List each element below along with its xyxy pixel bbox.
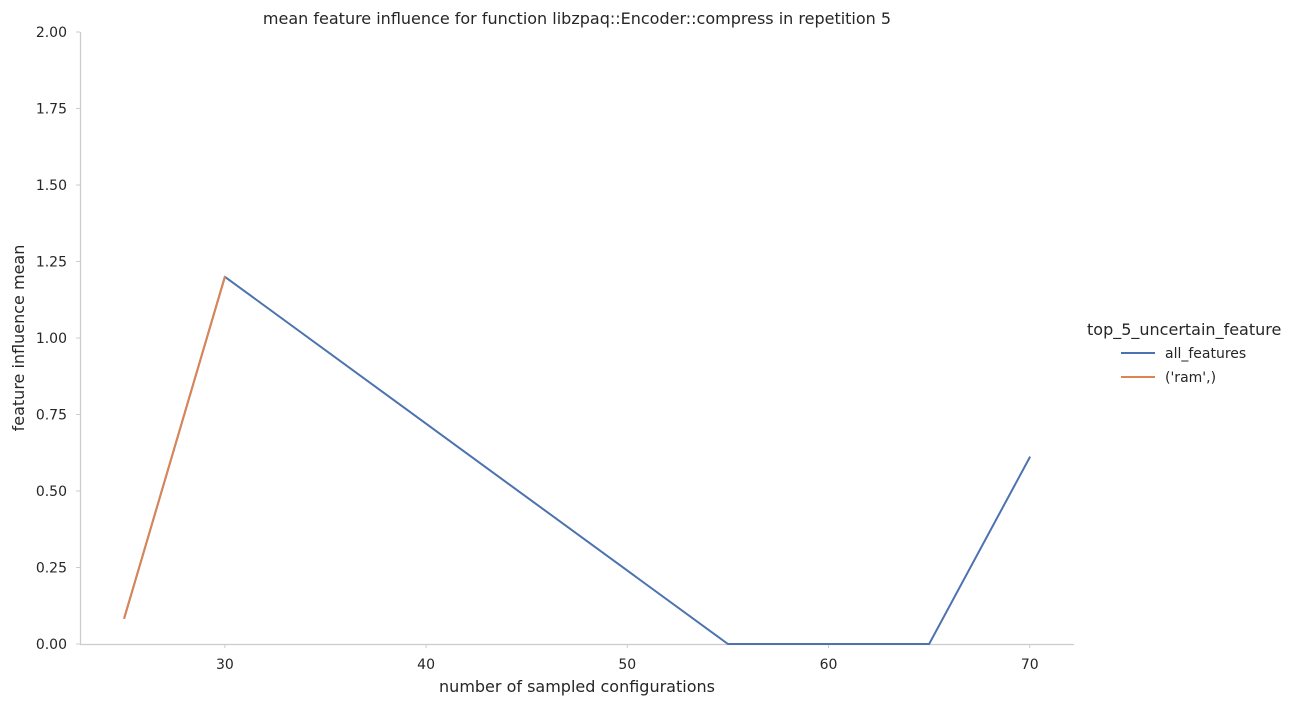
- y-tick-label: 1.75: [36, 102, 67, 118]
- y-tick-label: 0.00: [36, 637, 67, 653]
- y-axis-label: feature influence mean: [9, 245, 28, 432]
- x-tick-label: 60: [820, 657, 838, 673]
- x-tick-label: 40: [417, 657, 435, 673]
- y-tick-label: 2.00: [36, 25, 67, 41]
- y-tick-labels: 0.00 0.25 0.50 0.75 1.00 1.25 1.50 1.75 2.00: [36, 25, 80, 653]
- x-tick-labels: 30 40 50 60 70: [216, 644, 1039, 673]
- y-tick-label: 1.50: [36, 178, 67, 194]
- legend-label: ('ram',): [1165, 370, 1216, 386]
- series-lines: [123, 275, 1031, 645]
- x-tick-label: 50: [618, 657, 636, 673]
- legend-label: all_features: [1165, 346, 1246, 362]
- legend-title: top_5_uncertain_feature: [1087, 320, 1281, 340]
- chart-title: mean feature influence for function libz…: [263, 9, 891, 28]
- y-tick-label: 0.25: [36, 561, 67, 577]
- x-axis-label: number of sampled configurations: [439, 677, 715, 696]
- x-tick-label: 30: [216, 657, 234, 673]
- legend: top_5_uncertain_feature all_features ('ra…: [1087, 320, 1281, 386]
- y-tick-label: 0.50: [36, 484, 67, 500]
- series-line-0: [123, 275, 1031, 645]
- y-tick-label: 0.75: [36, 408, 67, 424]
- y-tick-label: 1.00: [36, 331, 67, 347]
- y-tick-label: 1.25: [36, 255, 67, 271]
- series-line-1: [123, 275, 226, 619]
- x-tick-label: 70: [1021, 657, 1039, 673]
